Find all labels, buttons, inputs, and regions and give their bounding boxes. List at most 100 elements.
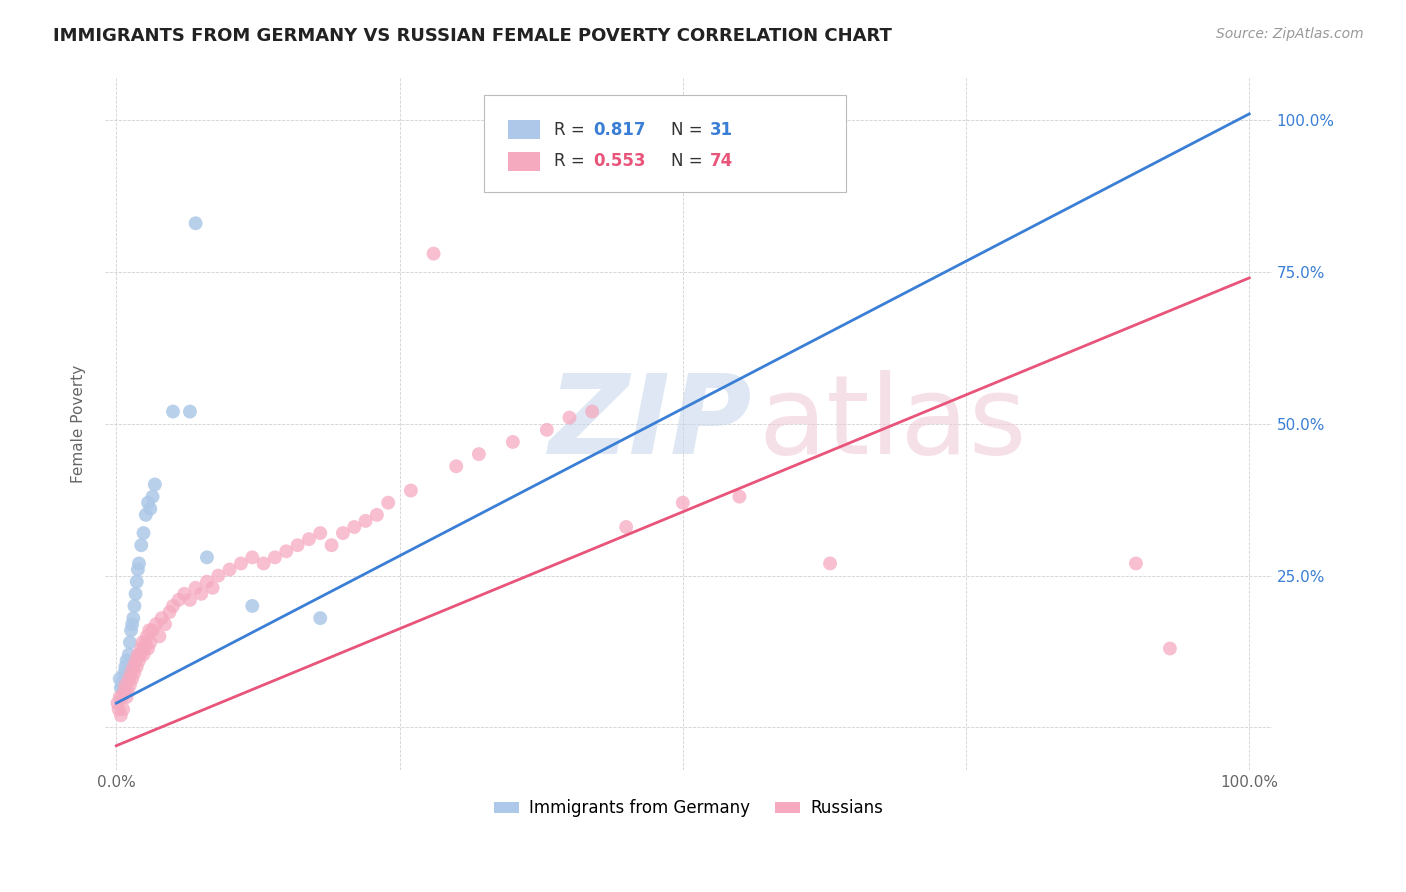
Point [131, 635, 153, 649]
Point [114, 678, 136, 692]
Point [112, 702, 135, 716]
Point [124, 587, 146, 601]
Point [173, 587, 195, 601]
Point [343, 520, 366, 534]
Point [321, 538, 343, 552]
Point [108, 672, 131, 686]
Point [117, 659, 139, 673]
Point [112, 684, 135, 698]
Point [1125, 557, 1147, 571]
Point [179, 593, 201, 607]
Point [114, 659, 136, 673]
Point [558, 410, 581, 425]
Text: ZIP: ZIP [548, 370, 752, 477]
Point [115, 654, 138, 668]
Point [118, 635, 141, 649]
Point [129, 538, 152, 552]
Point [240, 550, 263, 565]
Point [672, 496, 695, 510]
Point [121, 672, 143, 686]
Text: IMMIGRANTS FROM GERMANY VS RUSSIAN FEMALE POVERTY CORRELATION CHART: IMMIGRANTS FROM GERMANY VS RUSSIAN FEMAL… [53, 27, 893, 45]
Bar [508, 152, 540, 171]
Point [252, 557, 274, 571]
Point [128, 557, 150, 571]
Point [139, 501, 162, 516]
Point [122, 611, 145, 625]
Point [128, 654, 150, 668]
Point [167, 593, 190, 607]
Point [122, 659, 145, 673]
Point [127, 562, 149, 576]
Text: 0.817: 0.817 [593, 120, 645, 139]
Point [184, 216, 207, 230]
Point [107, 696, 129, 710]
FancyBboxPatch shape [484, 95, 846, 192]
Point [117, 684, 139, 698]
Point [136, 496, 159, 510]
Point [125, 659, 148, 673]
Point [124, 599, 146, 613]
Point [139, 635, 162, 649]
Point [134, 641, 156, 656]
Point [422, 246, 444, 260]
Text: R =: R = [554, 120, 591, 139]
Point [118, 678, 141, 692]
Point [107, 702, 129, 716]
Text: N =: N = [671, 120, 707, 139]
Point [207, 568, 229, 582]
Point [150, 611, 173, 625]
Point [581, 404, 603, 418]
Point [444, 459, 467, 474]
Bar [508, 120, 540, 139]
Point [229, 557, 252, 571]
Point [162, 404, 184, 418]
Point [184, 581, 207, 595]
Text: atlas: atlas [758, 370, 1026, 477]
Point [502, 434, 524, 449]
Point [121, 617, 143, 632]
Point [1159, 641, 1181, 656]
Point [112, 674, 135, 689]
Point [614, 520, 637, 534]
Point [332, 526, 354, 541]
Point [118, 648, 141, 662]
Point [240, 599, 263, 613]
Point [138, 624, 160, 638]
Point [201, 581, 224, 595]
Point [136, 641, 159, 656]
Point [120, 624, 142, 638]
Point [118, 672, 141, 686]
Point [536, 423, 558, 437]
Y-axis label: Female Poverty: Female Poverty [72, 365, 86, 483]
Point [108, 690, 131, 704]
Point [195, 550, 218, 565]
Point [148, 629, 170, 643]
Point [218, 562, 240, 576]
Point [111, 690, 134, 704]
Point [110, 708, 132, 723]
Point [377, 496, 399, 510]
Point [190, 587, 212, 601]
Point [120, 665, 142, 680]
Point [110, 681, 132, 695]
Point [132, 648, 155, 662]
Point [179, 404, 201, 418]
Point [112, 665, 135, 680]
Point [159, 605, 181, 619]
Point [124, 665, 146, 680]
Text: 0.553: 0.553 [593, 153, 645, 170]
Point [264, 550, 287, 565]
Point [162, 599, 184, 613]
Point [129, 648, 152, 662]
Point [468, 447, 491, 461]
Text: R =: R = [554, 153, 591, 170]
Point [127, 648, 149, 662]
Point [115, 690, 138, 704]
Point [111, 678, 134, 692]
Point [132, 526, 155, 541]
Point [142, 490, 165, 504]
Point [145, 617, 167, 632]
Text: 74: 74 [710, 153, 733, 170]
Point [135, 635, 157, 649]
Point [195, 574, 218, 589]
